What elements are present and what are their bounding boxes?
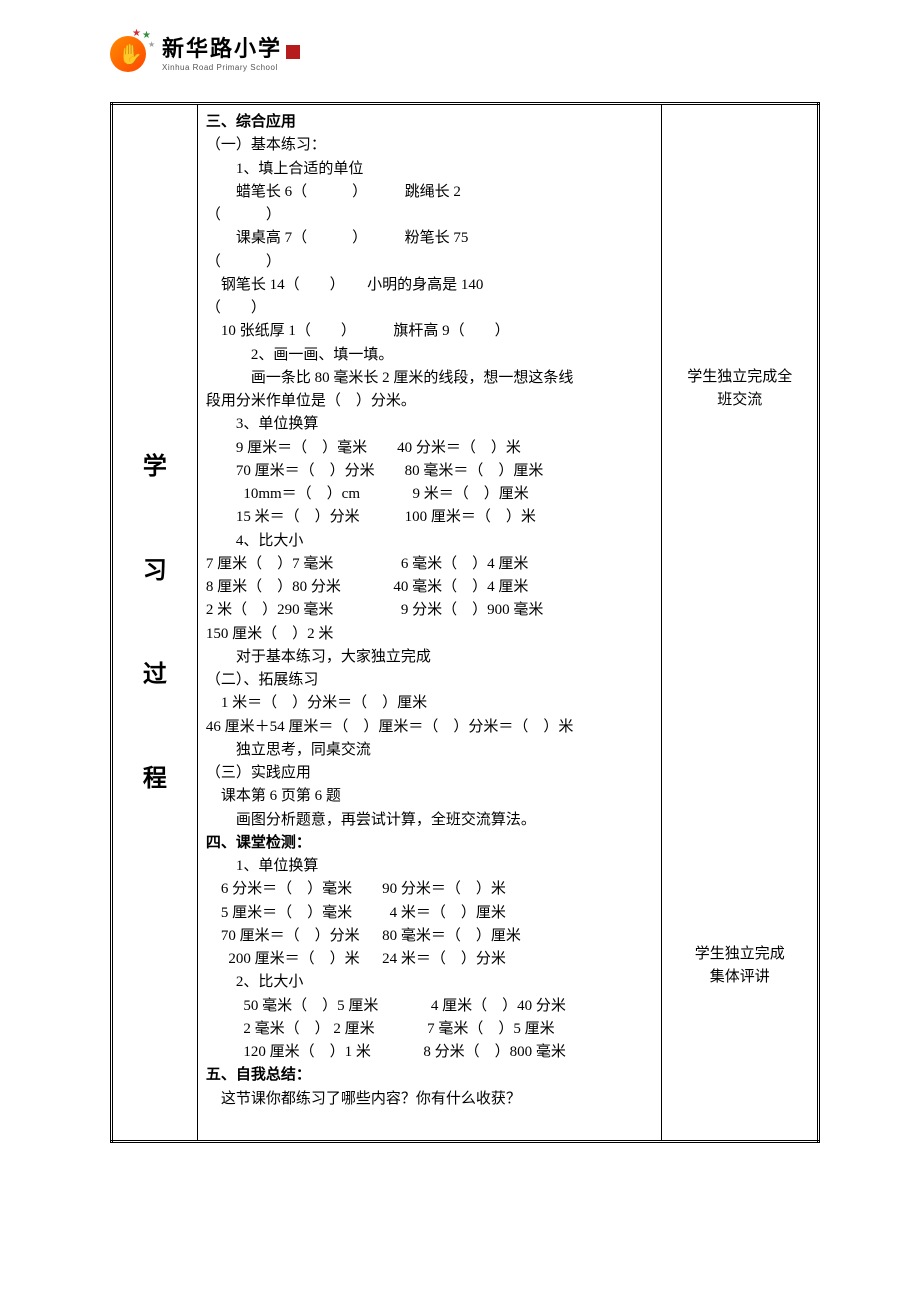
ext-b: 46 厘米＋54 厘米＝（ ）厘米＝（ ）分米＝（ ）米 <box>206 716 654 739</box>
school-name-cn: 新华路小学 <box>162 36 282 61</box>
line-draw-seg-a: 画一条比 80 毫米长 2 厘米的线段，想一想这条线 <box>206 367 654 390</box>
note-1-line-1: 学生独立完成全 <box>667 366 812 389</box>
note-2: 学生独立完成 集体评讲 <box>667 943 812 990</box>
label-char-1: 学 <box>113 415 197 519</box>
ext-note: 独立思考，同桌交流 <box>206 739 654 762</box>
section-4-title: 四、课堂检测： <box>206 832 654 855</box>
label-char-3: 过 <box>113 623 197 727</box>
conv-b: 70 厘米＝（ ）分米 80 毫米＝（ ）厘米 <box>206 460 654 483</box>
label-char-4: 程 <box>113 727 197 831</box>
logo-text-block: 新华路小学 Xinhua Road Primary School <box>162 31 300 72</box>
item-3-1-2: 2、画一画、填一填。 <box>206 344 654 367</box>
left-label-column: 学 习 过 程 <box>112 104 198 1142</box>
note-2-line-2: 集体评讲 <box>667 966 812 989</box>
test-cmp-a: 50 毫米（ ）5 厘米 4 厘米（ ）40 分米 <box>206 995 654 1018</box>
practice-a: 课本第 6 页第 6 题 <box>206 785 654 808</box>
item-4-2: 2、比大小 <box>206 971 654 994</box>
section-5-title: 五、自我总结： <box>206 1064 654 1087</box>
conv-a: 9 厘米＝（ ）毫米 40 分米＝（ ）米 <box>206 437 654 460</box>
notes-column: 学生独立完成全 班交流 学生独立完成 集体评讲 <box>662 104 819 1142</box>
lesson-plan-table: 学 习 过 程 三、综合应用 （一）基本练习： 1、填上合适的单位 蜡笔长 6（… <box>110 102 820 1143</box>
line-crayon: 蜡笔长 6（ ） 跳绳长 2 <box>206 181 654 204</box>
note-1-line-2: 班交流 <box>667 389 812 412</box>
practice-b: 画图分析题意，再尝试计算，全班交流算法。 <box>206 809 654 832</box>
conv-d: 15 米＝（ ）分米 100 厘米＝（ ）米 <box>206 506 654 529</box>
subsection-3-1-title: （一）基本练习： <box>206 134 654 157</box>
basic-note: 对于基本练习，大家独立完成 <box>206 646 654 669</box>
test-conv-b: 5 厘米＝（ ）毫米 4 米＝（ ）厘米 <box>206 902 654 925</box>
test-conv-c: 70 厘米＝（ ）分米 80 毫米＝（ ）厘米 <box>206 925 654 948</box>
line-desk: 课桌高 7（ ） 粉笔长 75 <box>206 227 654 250</box>
section-3-title: 三、综合应用 <box>206 111 654 134</box>
subsection-3-3-title: （三）实践应用 <box>206 762 654 785</box>
test-cmp-b: 2 毫米（ ） 2 厘米 7 毫米（ ）5 厘米 <box>206 1018 654 1041</box>
item-3-1-3: 3、单位换算 <box>206 413 654 436</box>
summary-q: 这节课你都练习了哪些内容？你有什么收获？ <box>206 1088 654 1111</box>
school-name-en: Xinhua Road Primary School <box>162 63 300 72</box>
line-draw-seg-b: 段用分米作单位是（ ）分米。 <box>206 390 654 413</box>
item-4-1: 1、单位换算 <box>206 855 654 878</box>
content-column: 三、综合应用 （一）基本练习： 1、填上合适的单位 蜡笔长 6（ ） 跳绳长 2… <box>197 104 662 1142</box>
item-3-1-4: 4、比大小 <box>206 530 654 553</box>
school-seal-icon <box>286 45 300 59</box>
test-conv-d: 200 厘米＝（ ）米 24 米＝（ ）分米 <box>206 948 654 971</box>
label-char-2: 习 <box>113 519 197 623</box>
line-pen-cont: （ ） <box>206 297 654 320</box>
test-conv-a: 6 分米＝（ ）毫米 90 分米＝（ ）米 <box>206 878 654 901</box>
cmp-c: 2 米（ ）290 毫米 9 分米（ ）900 毫米 <box>206 599 654 622</box>
subsection-3-2-title: （二）、拓展练习 <box>206 669 654 692</box>
line-paper: 10 张纸厚 1（ ） 旗杆高 9（ ） <box>206 320 654 343</box>
cmp-b: 8 厘米（ ）80 分米 40 毫米（ ）4 厘米 <box>206 576 654 599</box>
cmp-a: 7 厘米（ ）7 毫米 6 毫米（ ）4 厘米 <box>206 553 654 576</box>
line-pen: 钢笔长 14（ ） 小明的身高是 140 <box>206 274 654 297</box>
cmp-d: 150 厘米（ ）2 米 <box>206 623 654 646</box>
line-desk-cont: （ ） <box>206 251 654 274</box>
conv-c: 10mm＝（ ）cm 9 米＝（ ）厘米 <box>206 483 654 506</box>
line-crayon-cont: （ ） <box>206 204 654 227</box>
item-3-1-1: 1、填上合适的单位 <box>206 158 654 181</box>
ext-a: 1 米＝（ ）分米＝（ ）厘米 <box>206 692 654 715</box>
note-1: 学生独立完成全 班交流 <box>667 366 812 413</box>
test-cmp-c: 120 厘米（ ）1 米 8 分米（ ）800 毫米 <box>206 1041 654 1064</box>
logo-icon: ✋ ★ ★ ★ <box>110 30 152 72</box>
school-logo-header: ✋ ★ ★ ★ 新华路小学 Xinhua Road Primary School <box>110 30 820 72</box>
note-2-line-1: 学生独立完成 <box>667 943 812 966</box>
